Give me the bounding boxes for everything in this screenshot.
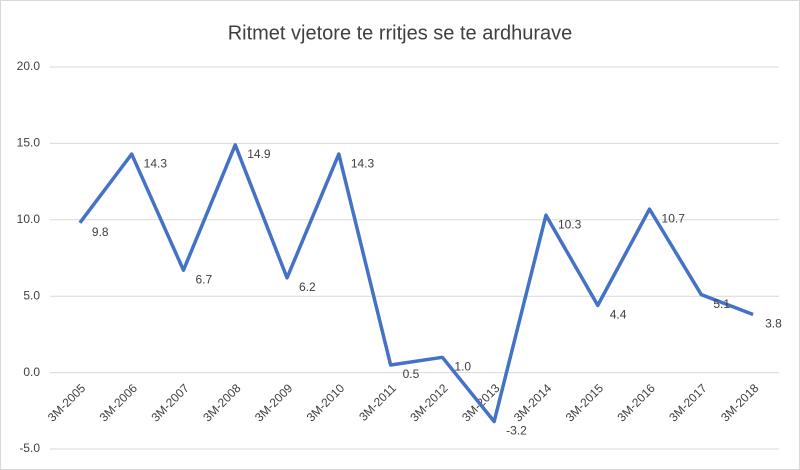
data-label: 5.1 bbox=[713, 297, 730, 311]
data-label: 14.3 bbox=[144, 156, 168, 170]
series-line bbox=[78, 143, 754, 424]
data-label: 10.3 bbox=[558, 217, 582, 231]
y-tick-label: 15.0 bbox=[17, 136, 41, 150]
data-label: 1.0 bbox=[454, 359, 471, 373]
data-label: 6.2 bbox=[299, 280, 316, 294]
y-tick-label: 20.0 bbox=[17, 59, 41, 73]
y-tick-label: 10.0 bbox=[17, 212, 41, 226]
y-tick-label: 5.0 bbox=[23, 288, 40, 302]
y-tick-label: -5.0 bbox=[19, 441, 40, 455]
data-label: 9.8 bbox=[92, 225, 109, 239]
data-label: 14.3 bbox=[351, 156, 375, 170]
y-tick-label: 0.0 bbox=[23, 365, 40, 379]
data-label: -3.2 bbox=[506, 424, 527, 438]
chart-title: Ritmet vjetore te rritjes se te ardhurav… bbox=[228, 22, 573, 44]
data-label: 3.8 bbox=[765, 317, 782, 331]
data-label: 10.7 bbox=[662, 211, 686, 225]
data-label: 4.4 bbox=[610, 308, 627, 322]
data-label: 0.5 bbox=[403, 367, 420, 381]
data-label: 6.7 bbox=[195, 272, 212, 286]
data-label: 14.9 bbox=[247, 147, 271, 161]
